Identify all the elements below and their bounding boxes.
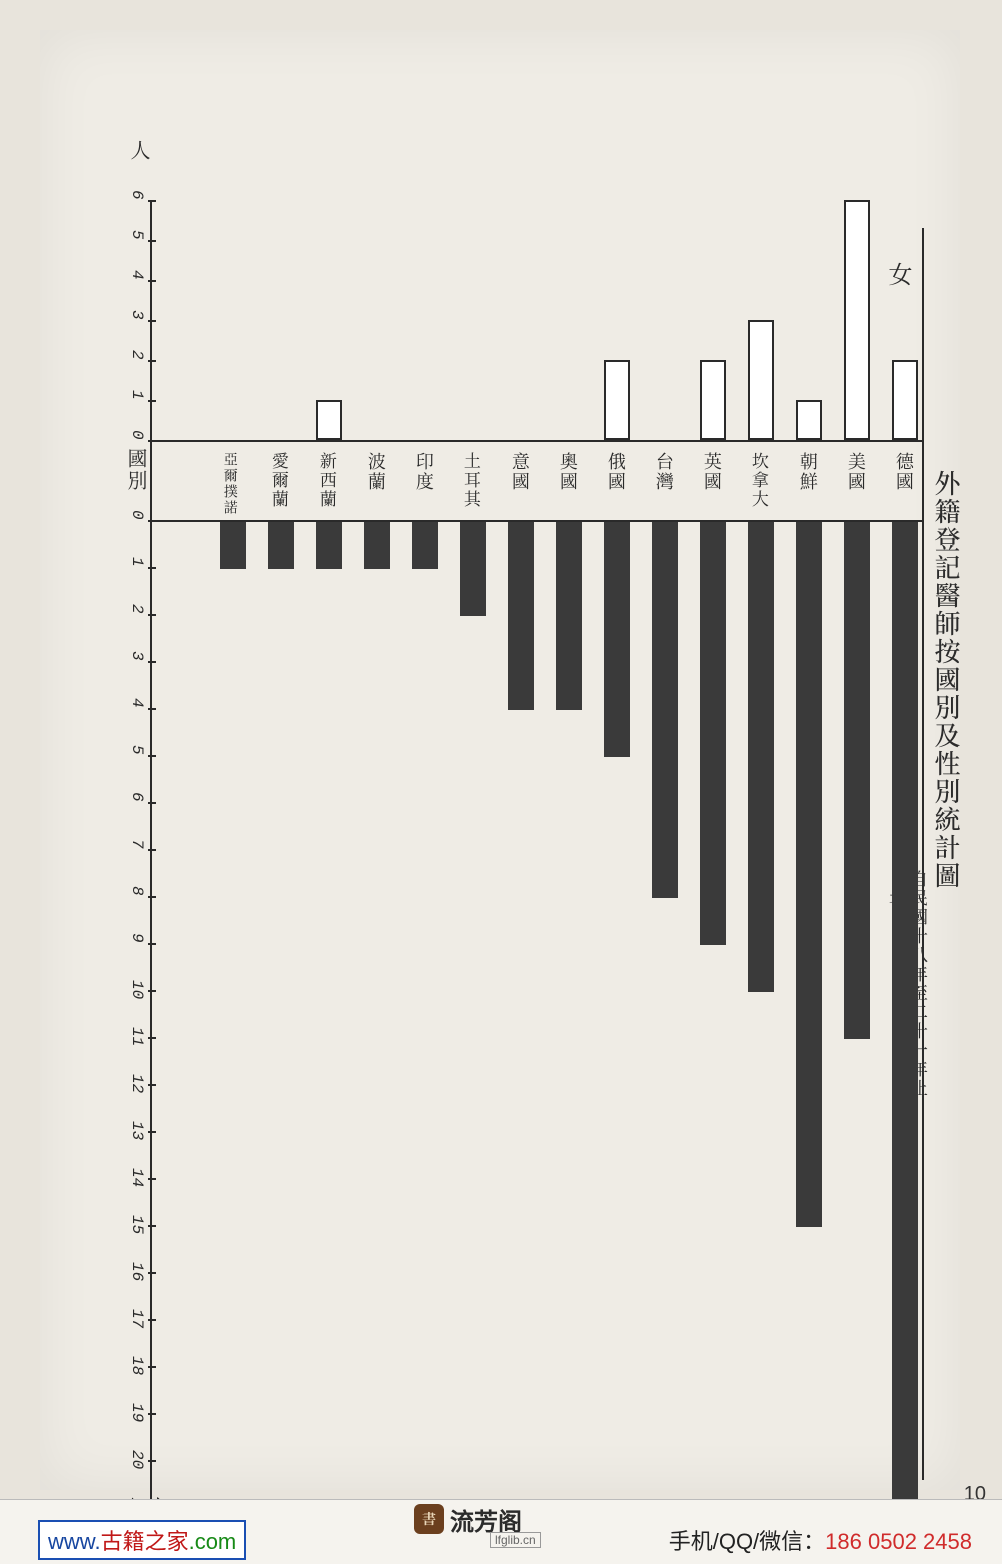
bar-male [892,522,918,1509]
bar-male [556,522,582,710]
y-tick-label-male: 5 [128,745,146,755]
footer-contact-label: 手机/QQ/微信： [669,1529,825,1554]
footer-site-domain: lfglib.cn [490,1532,541,1548]
zero-axis-line [150,440,924,442]
category-axis-label: 國別 [126,448,148,492]
y-axis-unit: 人 [126,140,155,162]
bar-male [700,522,726,945]
category-label: 愛爾蘭 [271,452,289,516]
category-label: 俄國 [607,452,626,516]
category-label: 新西蘭 [319,452,337,516]
y-tick-label-male: 12 [128,1074,146,1093]
y-tick-label-female: 4 [128,270,146,280]
y-tick-label-male: 11 [128,1027,146,1046]
bar-female [796,400,822,440]
frame-right-line [922,228,924,1480]
y-tick-label-female: 0 [128,430,146,440]
category-label: 奧國 [559,452,578,516]
bar-female [748,320,774,440]
footer-left-p2: 古籍之家 [101,1529,189,1554]
y-tick-label-male: 13 [128,1121,146,1140]
paper-scan: 外籍登記醫師按國別及性別統計圖 自民國十八年至二十一年止 女 男 人 國別 01… [40,30,960,1490]
y-tick-label-male: 16 [128,1262,146,1281]
bar-female [892,360,918,440]
category-label: 台灣 [655,452,674,516]
series-label-female: 女 [883,262,918,288]
bar-male [748,522,774,992]
y-tick-label-male: 9 [128,933,146,943]
chart-title: 外籍登記醫師按國別及性別統計圖 [929,470,966,890]
footer-contact: 手机/QQ/微信：186 0502 2458 [669,1524,972,1556]
footer-left-p1: www. [48,1529,101,1554]
bar-female [844,200,870,440]
y-tick-label-female: 2 [128,350,146,360]
diverging-bar-chart: 外籍登記醫師按國別及性別統計圖 自民國十八年至二十一年止 女 男 人 國別 01… [120,110,960,1480]
y-tick-label-male: 6 [128,792,146,802]
bar-male [268,522,294,569]
y-tick-label-female: 3 [128,310,146,320]
y-tick-label-male: 3 [128,651,146,661]
bar-male [220,522,246,569]
bar-male [844,522,870,1039]
footer-logo-icon: 書 [414,1504,444,1534]
y-tick-label-male: 14 [128,1168,146,1187]
bar-male [412,522,438,569]
bar-male [364,522,390,569]
category-label: 英國 [703,452,722,516]
y-tick-label-male: 10 [128,980,146,999]
y-tick-label-male: 2 [128,604,146,614]
bar-female [700,360,726,440]
page-root: 外籍登記醫師按國別及性別統計圖 自民國十八年至二十一年止 女 男 人 國別 01… [0,0,1002,1564]
category-label: 朝鮮 [799,452,818,516]
y-tick-label-female: 5 [128,230,146,240]
y-tick-label-male: 20 [128,1450,146,1469]
y-tick-label-male: 1 [128,557,146,567]
y-tick-label-male: 19 [128,1403,146,1422]
footer-left-p3: .com [189,1529,237,1554]
y-tick-label-male: 7 [128,839,146,849]
bar-male [508,522,534,710]
footer-bar: 書 流芳阁 lfglib.cn www.古籍之家.com 手机/QQ/微信：18… [0,1499,1002,1564]
y-tick-label-male: 18 [128,1356,146,1375]
y-tick-label-male: 17 [128,1309,146,1328]
y-tick-label-female: 1 [128,390,146,400]
bar-female [604,360,630,440]
category-label: 美國 [847,452,866,516]
y-tick-label-male: 4 [128,698,146,708]
y-tick-label-male: 8 [128,886,146,896]
bar-male [796,522,822,1227]
category-label: 亞爾撲諾 [223,452,238,516]
category-label: 德國 [895,452,914,516]
bar-male [652,522,678,898]
y-tick-label-female: 6 [128,190,146,200]
bar-male [604,522,630,757]
axis-left-stub [150,200,152,1507]
category-label: 意國 [511,452,530,516]
category-label: 波蘭 [367,452,386,516]
category-label: 坎拿大 [751,452,769,516]
y-tick-label-male: 0 [128,510,146,520]
bar-male [460,522,486,616]
bar-female [316,400,342,440]
bar-male [316,522,342,569]
y-tick-label-male: 15 [128,1215,146,1234]
footer-contact-value: 186 0502 2458 [825,1529,972,1554]
category-label: 土耳其 [463,452,481,516]
category-label: 印度 [415,452,434,516]
footer-left-link[interactable]: www.古籍之家.com [38,1520,246,1560]
